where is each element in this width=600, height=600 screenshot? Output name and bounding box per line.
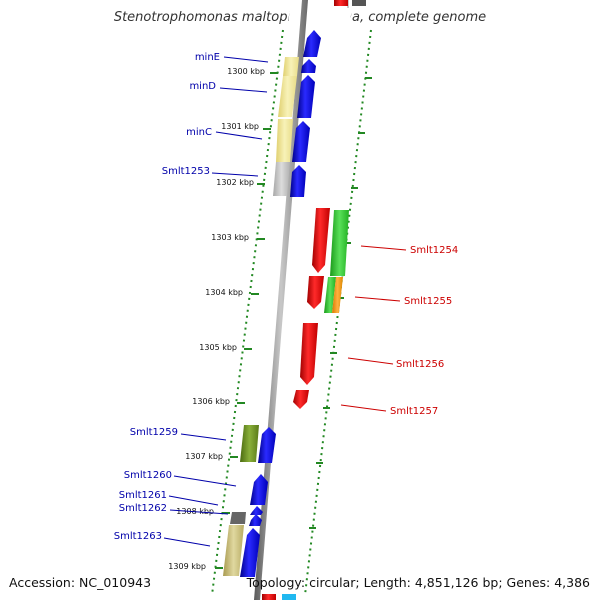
gene-label-minD[interactable]: minD: [189, 81, 216, 92]
left-leader-lines: [163, 56, 269, 547]
red-gene-arrow: [293, 390, 309, 409]
right-gene-labels: Smlt1254 Smlt1255 Smlt1256 Smlt1257: [390, 245, 458, 417]
gene-label-smlt1255[interactable]: Smlt1255: [404, 296, 452, 307]
right-guide-line: [304, 29, 372, 596]
kbp-label: 1309 kbp: [168, 562, 206, 571]
kbp-ticks: [215, 72, 278, 569]
blue-gene-arrow: [290, 165, 306, 197]
top-red-partial: [334, 0, 348, 6]
blue-genes: [240, 30, 321, 577]
gene-label-smlt1263[interactable]: Smlt1263: [114, 531, 162, 542]
blue-gene-arrow: [297, 75, 315, 118]
blue-gene-arrow: [250, 506, 263, 515]
kbp-label: 1307 kbp: [185, 452, 223, 461]
right-leader-lines: [340, 245, 407, 412]
right-guide-ticks: [309, 77, 372, 529]
gene-label-smlt1259[interactable]: Smlt1259: [130, 427, 178, 438]
blue-gene-arrow: [250, 474, 268, 505]
smlt1262-box: [230, 512, 246, 524]
gene-label-smlt1253[interactable]: Smlt1253: [162, 166, 210, 177]
topology-label: Topology: circular; Length: 4,851,126 bp…: [246, 575, 590, 590]
top-gray-partial: [352, 0, 366, 6]
accession-label: Accession: NC_010943: [9, 575, 152, 590]
left-gene-labels: minE minD minC Smlt1253 Smlt1259 Smlt126…: [114, 52, 220, 542]
red-gene-arrow: [312, 208, 330, 273]
blue-gene-arrow: [249, 514, 262, 526]
left-guide-line: [211, 29, 284, 596]
smlt1263-box: [223, 525, 244, 576]
smlt1255-box-orange: [332, 277, 343, 313]
gene-label-minC[interactable]: minC: [186, 127, 212, 138]
kbp-label: 1300 kbp: [227, 67, 265, 76]
gene-label-minE[interactable]: minE: [195, 52, 220, 63]
kbp-label: 1306 kbp: [192, 397, 230, 406]
gene-label-smlt1256[interactable]: Smlt1256: [396, 359, 444, 370]
smlt1253-box: [273, 162, 290, 196]
kbp-label: 1304 kbp: [205, 288, 243, 297]
red-genes: [293, 208, 330, 409]
blue-gene-arrow: [303, 30, 321, 57]
kbp-label: 1301 kbp: [221, 122, 259, 131]
minD-box: [278, 76, 297, 117]
gene-label-smlt1262[interactable]: Smlt1262: [119, 503, 167, 514]
blue-gene-arrow: [258, 427, 276, 463]
gene-label-smlt1254[interactable]: Smlt1254: [410, 245, 458, 256]
gene-label-smlt1257[interactable]: Smlt1257: [390, 406, 438, 417]
gene-label-smlt1260[interactable]: Smlt1260: [124, 470, 172, 481]
kbp-label: 1305 kbp: [199, 343, 237, 352]
minC-box: [276, 119, 293, 162]
smlt1259-box: [240, 425, 259, 462]
blue-gene-arrow: [301, 59, 316, 73]
red-gene-arrow: [300, 323, 318, 385]
red-gene-arrow: [307, 276, 324, 309]
gene-label-smlt1261[interactable]: Smlt1261: [119, 490, 167, 501]
bottom-red-partial: [262, 594, 276, 600]
bottom-cyan-partial: [282, 594, 296, 600]
blue-gene-arrow: [292, 121, 310, 162]
kbp-label: 1303 kbp: [211, 233, 249, 242]
smlt1254-box: [330, 210, 349, 276]
kbp-label: 1302 kbp: [216, 178, 254, 187]
minE-box: [283, 57, 299, 76]
blue-gene-arrow: [240, 528, 260, 577]
